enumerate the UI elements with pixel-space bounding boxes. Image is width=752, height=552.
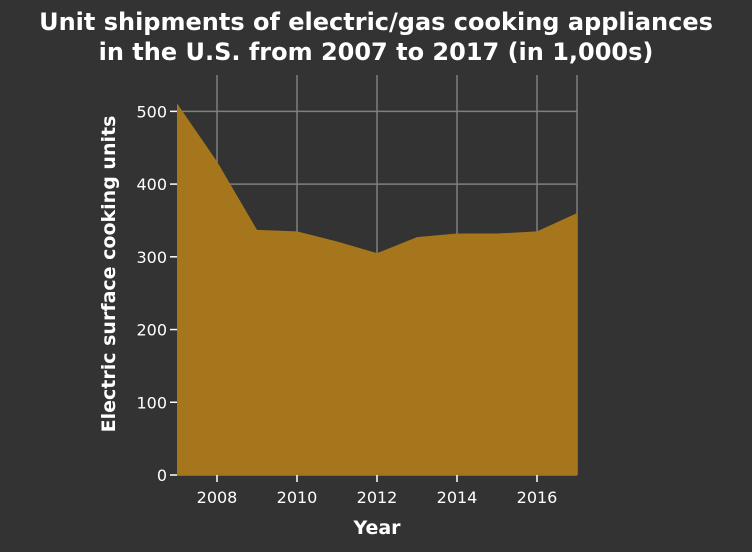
y-tick-label: 500 [136,102,167,121]
axis-layer: 0 100 200 300 400 500 2008 2010 2012 2014 2016 [136,102,557,507]
y-tick-label: 200 [136,321,167,340]
text-layer: Unit shipments of electric/gas cooking a… [39,8,713,539]
x-tick-label: 2012 [357,488,398,507]
y-tick-label: 100 [136,393,167,412]
area-series-fill [177,103,577,475]
x-axis-label: Year [352,517,401,539]
y-tick-label: 400 [136,175,167,194]
x-tick-label: 2010 [277,488,318,507]
x-tick-label: 2016 [517,488,558,507]
y-axis-label: Electric surface cooking units [98,116,120,433]
x-tick-label: 2014 [437,488,478,507]
y-tick-label: 0 [157,466,167,485]
y-tick-label: 300 [136,248,167,267]
chart-title-line-1: Unit shipments of electric/gas cooking a… [39,8,713,36]
x-tick-label: 2008 [197,488,238,507]
chart-title-line-2: in the U.S. from 2007 to 2017 (in 1,000s… [99,38,654,66]
area-layer [177,103,577,475]
